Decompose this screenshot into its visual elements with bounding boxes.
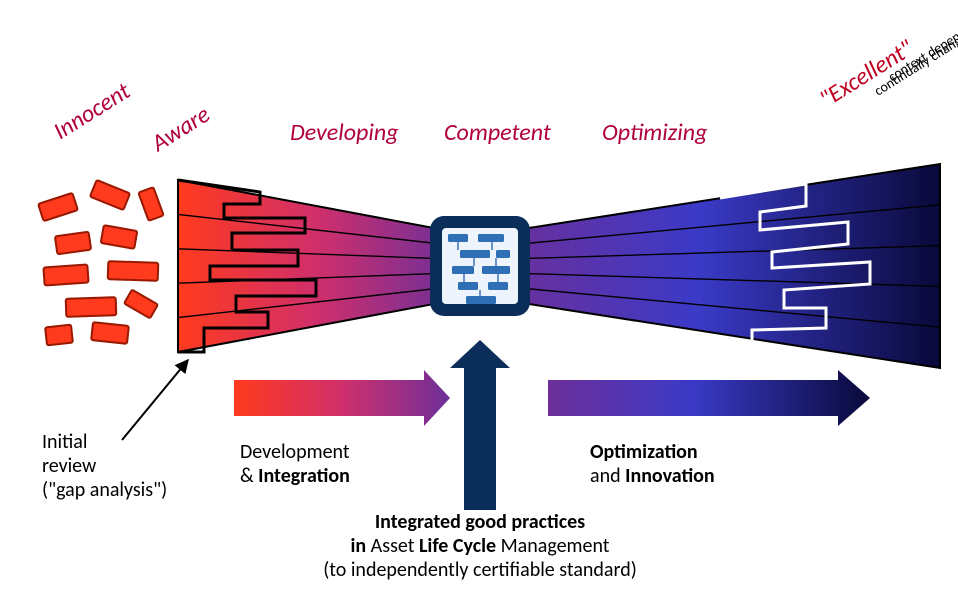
- svg-text:and Innovation: and Innovation: [590, 464, 715, 488]
- initial-review-label: Initialreview("gap analysis"): [42, 430, 167, 502]
- svg-text:review: review: [42, 454, 97, 478]
- svg-text:Aware: Aware: [145, 100, 215, 159]
- svg-text:Initial: Initial: [42, 430, 87, 454]
- development-integration-label: Development& Integration: [240, 440, 350, 488]
- initial-review-arrow: [122, 360, 188, 440]
- svg-text:Optimization: Optimization: [590, 440, 698, 464]
- bowtie-right: [503, 164, 940, 368]
- svg-text:(to independently certifiable: (to independently certifiable standard): [323, 558, 637, 582]
- optimization-arrow: [548, 370, 870, 426]
- integrated-practices-up-arrow: [450, 340, 510, 510]
- svg-text:Optimizing: Optimizing: [602, 118, 708, 147]
- maturity-stage-labels: InnocentAware Developing Competent Optimizi…: [48, 7, 958, 159]
- maturity-bowtie-diagram: InnocentAware Developing Competent Optimizi…: [0, 0, 958, 604]
- innocent-scattered-rects: [38, 180, 164, 345]
- svg-text:& Integration: & Integration: [240, 464, 350, 488]
- svg-text:Integrated good practices: Integrated good practices: [375, 510, 585, 534]
- optimization-innovation-label: Optimizationand Innovation: [590, 440, 715, 488]
- svg-text:("gap analysis"): ("gap analysis"): [42, 478, 167, 502]
- svg-text:Competent: Competent: [444, 118, 552, 147]
- svg-text:Developing: Developing: [290, 118, 399, 147]
- svg-text:Innocent: Innocent: [48, 76, 136, 146]
- svg-text:in Asset Life Cycle Management: in Asset Life Cycle Management: [351, 534, 610, 558]
- svg-text:Development: Development: [240, 440, 350, 464]
- integrated-practices-label: Integrated good practicesin Asset Life C…: [323, 510, 637, 582]
- center-standard-icon: [430, 216, 530, 316]
- development-arrow: [234, 370, 450, 426]
